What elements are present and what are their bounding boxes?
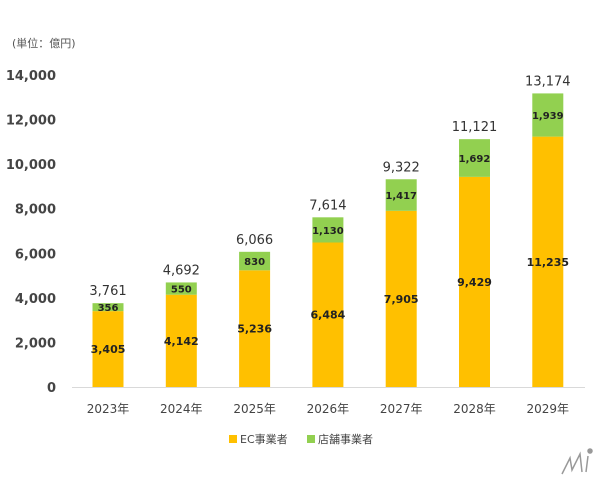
bar-segment: [92, 311, 124, 387]
data-label: 356: [98, 303, 119, 314]
data-label: 11,235: [527, 256, 569, 269]
legend-swatch: [307, 435, 315, 443]
x-tick-label: 2024年: [160, 402, 203, 416]
y-tick-label: 0: [47, 381, 56, 396]
bar-segment: [385, 210, 417, 387]
y-tick-label: 12,000: [6, 114, 56, 129]
y-tick-label: 4,000: [15, 292, 56, 307]
bar-segment: [165, 294, 197, 387]
bar-segment: [532, 136, 564, 387]
x-tick-label: 2027年: [380, 402, 423, 416]
y-tick-label: 6,000: [15, 247, 56, 262]
legend-label: EC事業者: [240, 433, 288, 446]
data-label: 4,142: [164, 335, 199, 348]
bars: 3,405 356 3,761 4,142 550 4,692 5,236 830 6,066 6…: [89, 74, 571, 387]
x-tick-label: 2026年: [307, 402, 350, 416]
x-axis: 2023年 2024年 2025年 2026年 2027年 2028年 2029年: [87, 402, 569, 416]
legend: EC事業者 店舗事業者: [229, 432, 373, 446]
total-label: 7,614: [309, 198, 346, 213]
y-tick-label: 10,000: [6, 158, 56, 173]
data-label: 550: [171, 285, 192, 296]
y-tick-label: 2,000: [15, 336, 56, 351]
legend-label: 店舗事業者: [318, 432, 373, 446]
total-label: 6,066: [236, 233, 273, 248]
x-tick-label: 2029年: [527, 402, 570, 416]
data-label: 9,429: [457, 276, 492, 289]
total-label: 13,174: [525, 74, 571, 89]
x-tick-label: 2023年: [87, 402, 130, 416]
bar-segment: [532, 93, 564, 137]
data-label: 1,130: [312, 226, 344, 237]
bar-segment: [239, 270, 271, 387]
bar-segment: [385, 179, 417, 211]
data-label: 1,417: [385, 191, 417, 202]
y-axis: 0 2,000 4,000 6,000 8,000 10,000 12,000 14,000: [6, 69, 56, 396]
unit-label: (単位：億円): [12, 36, 76, 50]
bar-segment: [459, 176, 490, 387]
total-label: 3,761: [89, 284, 126, 299]
data-label: 5,236: [237, 323, 272, 336]
bar-segment: [459, 139, 490, 177]
data-label: 1,939: [532, 111, 564, 122]
total-label: 4,692: [163, 263, 200, 278]
bar-segment: [239, 251, 271, 271]
bar-segment: [312, 217, 344, 243]
bar-segment: [312, 242, 344, 387]
total-label: 11,121: [452, 120, 498, 135]
x-tick-label: 2028年: [453, 402, 496, 416]
y-tick-label: 8,000: [15, 203, 56, 218]
data-label: 7,905: [384, 293, 419, 306]
logo-watermark: [561, 448, 593, 475]
legend-swatch: [229, 435, 237, 443]
bar-segment: [165, 282, 197, 295]
data-label: 6,484: [311, 309, 346, 322]
x-tick-label: 2025年: [233, 402, 276, 416]
data-label: 830: [244, 257, 265, 268]
data-label: 3,405: [91, 343, 126, 356]
y-tick-label: 14,000: [6, 69, 56, 84]
total-label: 9,322: [383, 160, 420, 175]
bar-segment: [92, 303, 124, 312]
data-label: 1,692: [459, 154, 491, 165]
